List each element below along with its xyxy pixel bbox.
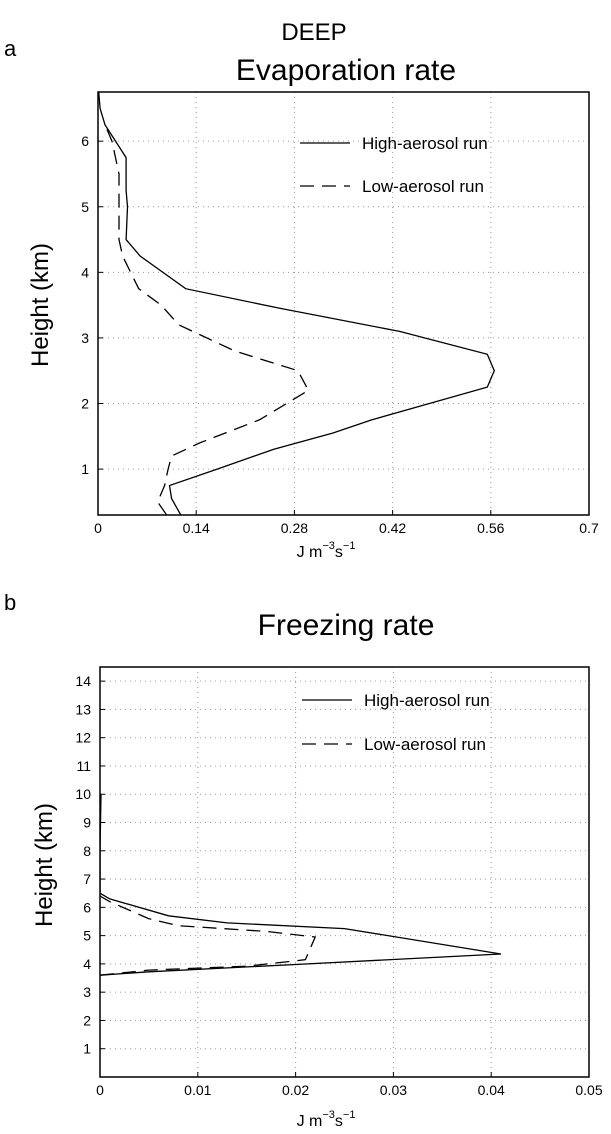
legend: High-aerosol run Low-aerosol run — [300, 134, 488, 196]
y-axis-label: Height (km) — [27, 243, 54, 367]
series-line-low-aerosol — [104, 124, 310, 515]
y-tick-label: 6 — [83, 899, 91, 915]
y-tick-label: 13 — [75, 701, 91, 717]
x-axis-ticks: 0 0.14 0.28 0.42 0.56 0.7 — [94, 510, 599, 536]
y-tick-label: 2 — [83, 1012, 91, 1028]
y-tick-label: 7 — [83, 871, 91, 887]
x-label-sup1: −3 — [322, 540, 335, 552]
series-lines — [98, 92, 496, 515]
legend-label: High-aerosol run — [362, 134, 488, 153]
chart-title: Evaporation rate — [236, 54, 456, 87]
y-tick-label: 4 — [83, 956, 91, 972]
y-axis-label: Height (km) — [31, 803, 58, 927]
x-label-sup2: −1 — [343, 1109, 356, 1121]
y-tick-label: 9 — [83, 815, 91, 831]
y-tick-label: 3 — [83, 984, 91, 1000]
y-tick-label: 3 — [81, 330, 89, 346]
chart-title: Freezing rate — [258, 609, 435, 642]
y-tick-label: 1 — [81, 461, 89, 477]
y-tick-label: 2 — [81, 396, 89, 412]
x-axis-label: J m−3s−1 — [297, 1109, 356, 1130]
series-line-high-aerosol — [100, 794, 502, 976]
panel-b-freezing: b Freezing rate 0 0.01 0.02 0.03 0.04 0.05 12… — [4, 590, 603, 1130]
series-line-high-aerosol — [98, 92, 496, 515]
x-tick-label: 0 — [94, 520, 102, 536]
x-label-mid: s — [335, 544, 343, 561]
x-tick-label: 0.7 — [579, 520, 599, 536]
x-tick-label: 0.42 — [379, 520, 406, 536]
x-tick-label: 0.05 — [575, 1082, 602, 1098]
y-tick-label: 1 — [83, 1041, 91, 1057]
panel-letter: b — [4, 590, 16, 615]
plot-frame — [97, 91, 590, 516]
panel-letter: a — [4, 36, 17, 61]
x-label-main: J m — [297, 544, 323, 561]
legend-label: High-aerosol run — [364, 691, 490, 710]
y-tick-label: 10 — [75, 786, 91, 802]
x-label-sup2: −1 — [343, 540, 356, 552]
x-label-mid: s — [335, 1113, 343, 1130]
grid — [100, 667, 589, 1077]
legend: High-aerosol run Low-aerosol run — [302, 691, 490, 754]
y-tick-label: 11 — [76, 758, 91, 774]
x-tick-label: 0.01 — [184, 1082, 211, 1098]
grid — [98, 92, 589, 515]
y-tick-label: 4 — [81, 264, 89, 280]
x-tick-label: 0.14 — [183, 520, 210, 536]
page-title: DEEP — [281, 19, 346, 46]
x-tick-label: 0.03 — [380, 1082, 407, 1098]
legend-label: Low-aerosol run — [364, 735, 486, 754]
x-label-main: J m — [297, 1113, 323, 1130]
plot-frame — [99, 666, 590, 1078]
series-line-low-aerosol — [100, 895, 317, 976]
x-tick-label: 0 — [96, 1082, 104, 1098]
legend-label: Low-aerosol run — [362, 177, 484, 196]
x-label-sup1: −3 — [322, 1109, 335, 1121]
y-tick-label: 5 — [83, 928, 91, 944]
panel-a-evaporation: a Evaporation rate 0 0.14 0.28 0.42 0.56 0.7 … — [4, 36, 599, 561]
x-tick-label: 0.04 — [478, 1082, 505, 1098]
x-axis-label: J m−3s−1 — [297, 540, 356, 561]
y-tick-label: 14 — [75, 673, 91, 689]
y-tick-label: 12 — [75, 730, 91, 746]
x-tick-label: 0.56 — [477, 520, 504, 536]
series-lines — [100, 794, 502, 976]
y-tick-label: 8 — [83, 843, 91, 859]
x-axis-ticks: 0 0.01 0.02 0.03 0.04 0.05 — [96, 1072, 603, 1098]
x-tick-label: 0.28 — [281, 520, 308, 536]
y-tick-label: 6 — [81, 133, 89, 149]
y-tick-label: 5 — [81, 199, 89, 215]
x-tick-label: 0.02 — [282, 1082, 309, 1098]
y-axis-ticks: 1 2 3 4 5 6 — [81, 133, 103, 477]
